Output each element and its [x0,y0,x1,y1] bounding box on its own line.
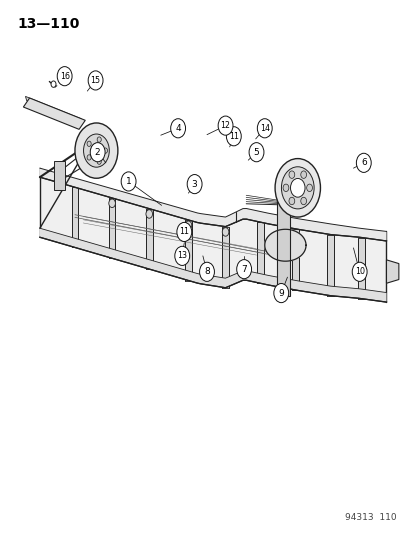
Circle shape [121,172,136,191]
Circle shape [170,119,185,138]
Polygon shape [386,260,398,283]
Circle shape [174,246,189,265]
Circle shape [109,199,115,207]
Polygon shape [292,229,298,290]
Text: 15: 15 [90,76,100,85]
Polygon shape [23,98,85,130]
Circle shape [281,167,313,209]
Circle shape [103,148,107,154]
Text: 94313  110: 94313 110 [344,513,396,522]
Circle shape [290,179,304,197]
Circle shape [90,143,105,162]
Polygon shape [40,168,386,241]
Text: 12: 12 [220,121,230,130]
Polygon shape [145,208,152,269]
Polygon shape [25,96,82,123]
Circle shape [97,137,101,142]
Text: 13: 13 [177,252,187,260]
Polygon shape [222,227,228,288]
Text: 6: 6 [360,158,366,167]
Circle shape [187,174,202,193]
Text: 9: 9 [278,288,283,297]
Circle shape [88,71,103,90]
Circle shape [97,159,101,164]
Text: 1: 1 [126,177,131,186]
Circle shape [218,116,233,135]
Polygon shape [327,235,333,296]
Text: 11: 11 [228,132,238,141]
Polygon shape [109,198,115,259]
Text: 10: 10 [354,268,364,276]
Text: 14: 14 [259,124,269,133]
Text: 2: 2 [95,148,100,157]
Circle shape [300,197,306,205]
Circle shape [51,81,56,87]
Polygon shape [264,229,305,261]
Circle shape [145,209,152,218]
Circle shape [236,260,251,279]
Circle shape [57,67,72,86]
Polygon shape [185,220,191,280]
Text: 11: 11 [179,228,189,237]
Circle shape [306,184,312,191]
Circle shape [226,127,241,146]
Text: 16: 16 [59,71,69,80]
Circle shape [288,197,294,205]
Circle shape [83,134,109,167]
Circle shape [176,222,191,241]
Polygon shape [40,177,386,302]
Circle shape [274,159,320,217]
Polygon shape [276,195,289,296]
Circle shape [351,262,366,281]
Text: 3: 3 [191,180,197,189]
Polygon shape [358,238,364,298]
Circle shape [75,123,118,178]
Circle shape [87,141,91,147]
Text: 4: 4 [175,124,180,133]
Circle shape [288,171,294,179]
Circle shape [87,155,91,160]
Circle shape [356,154,370,172]
Circle shape [282,184,288,191]
Text: 7: 7 [241,265,247,273]
Circle shape [300,171,306,179]
Text: 8: 8 [204,268,209,276]
Circle shape [199,262,214,281]
Circle shape [249,143,263,162]
Circle shape [222,228,228,236]
Circle shape [273,284,288,303]
Polygon shape [54,161,64,190]
Circle shape [257,119,271,138]
Polygon shape [71,187,78,247]
Circle shape [185,221,191,230]
Polygon shape [40,228,386,302]
Text: 5: 5 [253,148,259,157]
Polygon shape [257,222,263,284]
Circle shape [91,144,102,158]
Text: 13—110: 13—110 [17,17,79,30]
